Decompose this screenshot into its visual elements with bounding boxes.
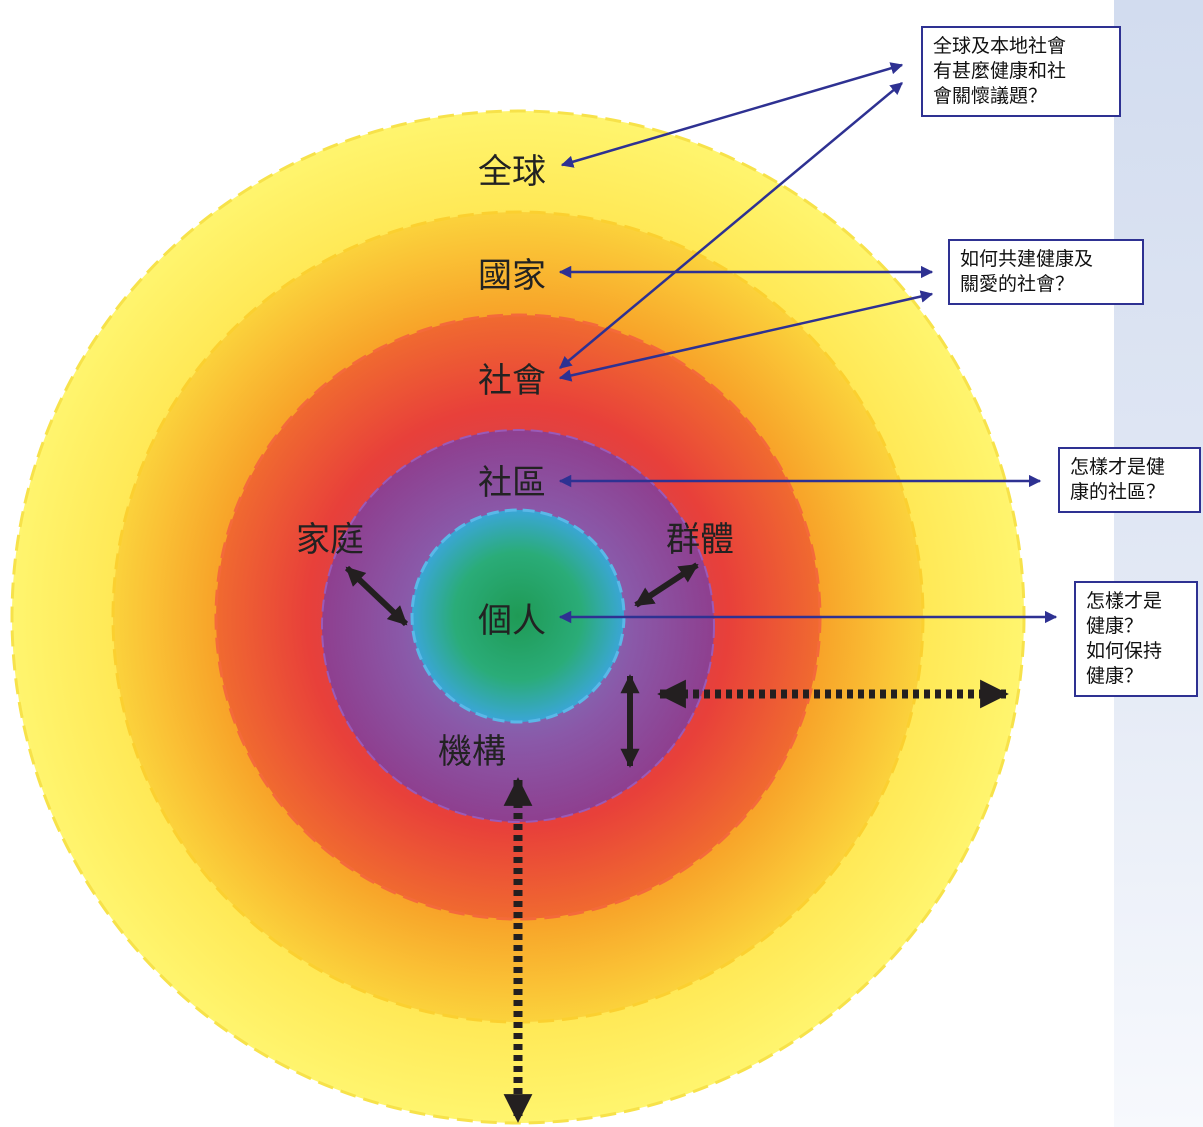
question-global-line-3: 會關懷議題？ bbox=[933, 85, 1048, 107]
question-society-line-2: 關愛的社會？ bbox=[960, 273, 1075, 295]
blue-arrows bbox=[558, 62, 1058, 624]
label-nation: 國家 bbox=[478, 256, 546, 296]
black-arrows bbox=[344, 562, 1009, 1123]
question-individual-line-2: 健康？ bbox=[1086, 615, 1144, 637]
question-box-individual: 怎樣才是 健康？ 如何保持 健康？ bbox=[1074, 581, 1198, 697]
question-individual-line-3: 如何保持 bbox=[1086, 640, 1163, 662]
label-institution: 機構 bbox=[438, 732, 506, 772]
label-family: 家庭 bbox=[296, 520, 364, 560]
question-community-line-2: 康的社區？ bbox=[1070, 481, 1166, 503]
question-box-global: 全球及本地社會 有甚麼健康和社 會關懷議題？ bbox=[921, 26, 1121, 117]
label-community: 社區 bbox=[478, 463, 546, 503]
question-individual-line-4: 健康？ bbox=[1086, 665, 1144, 687]
label-global: 全球 bbox=[478, 152, 546, 192]
label-individual: 個人 bbox=[478, 601, 546, 641]
question-individual-line-1: 怎樣才是 bbox=[1086, 590, 1163, 612]
arrow-global-to-question bbox=[560, 62, 904, 168]
question-community-line-1: 怎樣才是健 bbox=[1070, 456, 1166, 478]
question-box-community: 怎樣才是健 康的社區？ bbox=[1058, 447, 1201, 513]
label-society: 社會 bbox=[478, 361, 546, 401]
label-group: 群體 bbox=[666, 520, 734, 560]
question-society-line-1: 如何共建健康及 bbox=[960, 248, 1094, 270]
question-global-line-2: 有甚麼健康和社 bbox=[933, 60, 1067, 82]
arrow-group-individual bbox=[634, 562, 699, 608]
arrow-family-individual bbox=[344, 565, 409, 627]
side-background-strip bbox=[1114, 0, 1203, 1127]
question-box-society: 如何共建健康及 關愛的社會？ bbox=[948, 239, 1144, 305]
arrow-society-to-question bbox=[558, 290, 934, 382]
question-global-line-1: 全球及本地社會 bbox=[933, 35, 1067, 57]
